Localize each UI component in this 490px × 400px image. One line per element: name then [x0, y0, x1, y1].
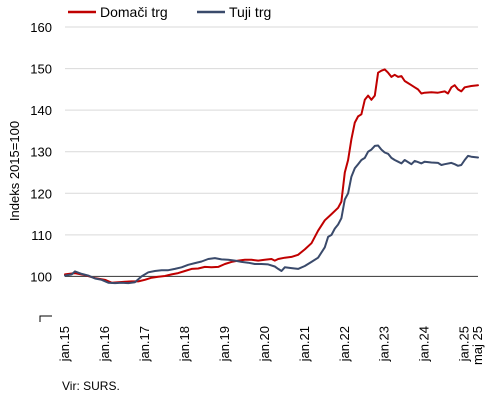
series-lines	[64, 68, 479, 285]
x-tick-label: jan.17	[137, 326, 152, 362]
y-tick-label: 120	[30, 186, 52, 201]
x-tick-label: jan.22	[337, 326, 352, 362]
y-tick-label: 100	[30, 269, 52, 284]
gridlines	[65, 26, 478, 236]
x-tick-label: jan.20	[257, 326, 272, 362]
x-tick-label: jan.21	[297, 326, 312, 362]
x-tick-label: maj 25	[470, 326, 485, 365]
x-tick-label: jan.23	[377, 326, 392, 362]
x-tick-label: jan.16	[97, 326, 112, 362]
x-tick-label: jan.19	[217, 326, 232, 362]
legend: Domači trg Tuji trg	[68, 4, 271, 20]
y-axis-ticks: 100 110 120 130 140 150 160	[30, 20, 52, 284]
legend-label: Tuji trg	[229, 4, 271, 20]
series-line-2	[64, 144, 479, 285]
y-tick-label: 110	[31, 228, 52, 243]
x-tick-label: jan.24	[417, 326, 432, 362]
y-axis-break-icon	[39, 315, 52, 322]
x-tick-label: jan.18	[177, 326, 192, 362]
y-axis-title: Indeks 2015=100	[7, 121, 22, 221]
x-axis-ticks: jan.15 jan.16 jan.17 jan.18 jan.19 jan.20 jan.…	[57, 326, 485, 365]
legend-label: Domači trg	[100, 4, 168, 20]
y-tick-label: 150	[30, 62, 52, 77]
series-line-1	[64, 68, 479, 284]
y-tick-label: 140	[30, 103, 52, 118]
x-tick-label: jan.25	[457, 326, 472, 362]
y-tick-label: 160	[30, 20, 52, 35]
y-tick-label: 130	[30, 145, 52, 160]
source-note: Vir: SURS.	[62, 379, 120, 393]
x-tick-label: jan.15	[57, 326, 72, 362]
